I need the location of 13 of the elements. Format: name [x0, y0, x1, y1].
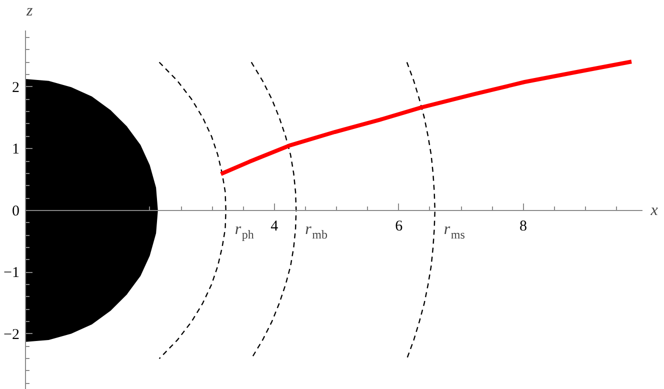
y-tick-label: −1 — [4, 265, 20, 282]
y-tick-label: −2 — [4, 326, 20, 343]
x-tick-label: 4 — [270, 218, 279, 234]
x-tick-label: 8 — [520, 218, 528, 234]
y-tick-label: 1 — [12, 142, 20, 158]
y-tick-label: 0 — [12, 203, 20, 220]
line-series — [218, 60, 634, 176]
x-tick-label: 6 — [395, 218, 404, 234]
x-axis-title: x — [650, 202, 658, 219]
y-axis-title: z — [26, 2, 34, 20]
line-series — [406, 62, 436, 360]
y-tick-label: 2 — [12, 80, 20, 96]
line-series — [158, 62, 226, 360]
